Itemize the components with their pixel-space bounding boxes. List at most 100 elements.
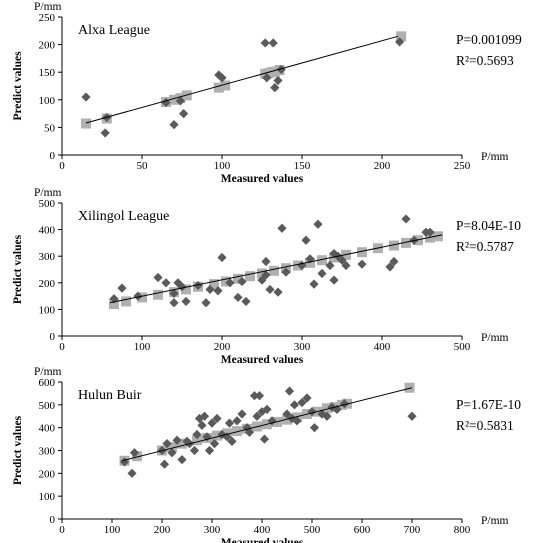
measured-point <box>224 418 235 428</box>
measured-point <box>337 255 347 265</box>
predicted-point <box>401 237 411 248</box>
predicted-point <box>209 279 219 290</box>
x-tick-label: 400 <box>254 524 271 536</box>
x-tick-label: 150 <box>294 160 311 172</box>
fit-line <box>109 234 443 304</box>
x-tick-label: 100 <box>214 160 231 172</box>
chart-title: Alxa League <box>78 23 150 38</box>
measured-point <box>225 278 235 288</box>
measured-point <box>169 120 179 130</box>
y-tick-label: 150 <box>39 67 56 79</box>
y-tick-label: 200 <box>39 40 56 52</box>
y-tick-label: 0 <box>50 150 56 162</box>
stat-annotation: P=8.04E-10 <box>456 218 521 233</box>
measured-point <box>265 284 275 295</box>
predicted-point <box>81 118 91 129</box>
x-unit-label: P/mm <box>481 151 509 163</box>
measured-point <box>254 391 265 401</box>
predicted-point <box>153 289 163 300</box>
measured-point <box>175 96 185 106</box>
measured-point <box>202 432 212 442</box>
measured-point <box>169 288 179 299</box>
stat-annotation: R²=0.5787 <box>456 239 514 254</box>
x-tick-label: 500 <box>304 524 321 536</box>
measured-point <box>177 282 187 292</box>
predicted-point <box>269 265 279 276</box>
measured-point <box>100 128 110 138</box>
predicted-point <box>322 403 332 414</box>
measured-point <box>302 393 312 403</box>
x-tick-label: 0 <box>59 160 65 172</box>
predicted-point <box>109 299 119 310</box>
x-unit-label: P/mm <box>481 515 509 527</box>
x-tick-label: 800 <box>454 524 471 536</box>
measured-point <box>193 280 203 291</box>
measured-point <box>217 252 227 263</box>
predicted-point <box>177 438 187 449</box>
x-tick-label: 100 <box>134 341 151 353</box>
predicted-point <box>137 292 147 303</box>
measured-point <box>425 227 435 237</box>
measured-point <box>257 275 267 285</box>
measured-point <box>172 435 182 445</box>
measured-point <box>201 298 211 308</box>
x-tick-label: 0 <box>59 341 65 353</box>
measured-point <box>261 270 271 280</box>
measured-point <box>339 399 350 409</box>
x-tick-label: 100 <box>104 524 121 536</box>
predicted-point <box>245 271 255 282</box>
y-tick-label: 100 <box>39 95 56 107</box>
measured-point <box>297 397 307 408</box>
fit-line <box>85 35 399 124</box>
chart-title: Xilingol League <box>78 209 169 224</box>
measured-point <box>289 400 300 410</box>
measured-point <box>309 423 320 433</box>
measured-point <box>268 38 278 48</box>
measured-point <box>262 404 272 414</box>
chart-panel: 0 100 200 300 400 5000100200300400500P/mmP/mm… <box>12 187 521 366</box>
predicted-point <box>221 276 231 287</box>
predicted-point <box>167 442 177 453</box>
measured-point <box>385 262 395 272</box>
measured-point <box>199 411 210 421</box>
x-tick-label: 700 <box>404 524 421 536</box>
y-tick-label: 300 <box>39 251 56 263</box>
measured-point <box>167 448 177 458</box>
measured-point <box>189 445 200 456</box>
predicted-point <box>233 273 243 284</box>
measured-point <box>197 420 207 430</box>
x-tick-label: 0 <box>59 524 65 536</box>
stat-annotation: P=0.001099 <box>456 32 522 47</box>
measured-point <box>401 214 411 224</box>
measured-point <box>212 413 222 424</box>
predicted-point <box>169 94 179 105</box>
measured-point <box>204 445 215 456</box>
x-tick-label: 300 <box>294 341 311 353</box>
measured-point <box>273 287 283 297</box>
y-tick-label: 100 <box>39 491 56 503</box>
measured-point <box>284 386 295 396</box>
measured-point <box>159 459 170 469</box>
y-unit-label: P/mm <box>34 1 62 13</box>
measured-point <box>161 278 171 288</box>
measured-point <box>237 276 247 287</box>
measured-point <box>213 286 223 296</box>
x-axis-title: Measured values <box>221 537 304 543</box>
measured-point <box>117 283 127 293</box>
measured-point <box>109 294 119 304</box>
x-tick-label: 600 <box>354 524 371 536</box>
measured-point <box>292 416 302 426</box>
measured-point <box>244 427 255 437</box>
y-tick-label: 400 <box>39 225 56 237</box>
measured-point <box>207 418 217 428</box>
y-tick-label: 100 <box>39 304 56 316</box>
y-tick-label: 600 <box>39 377 56 389</box>
predicted-point <box>433 231 443 242</box>
x-axis-title: Measured values <box>221 354 304 366</box>
measured-point <box>242 423 252 433</box>
y-axis-title: Predict values <box>12 415 24 485</box>
measured-point <box>205 284 215 295</box>
measured-point <box>127 468 137 478</box>
y-tick-label: 200 <box>39 468 56 480</box>
